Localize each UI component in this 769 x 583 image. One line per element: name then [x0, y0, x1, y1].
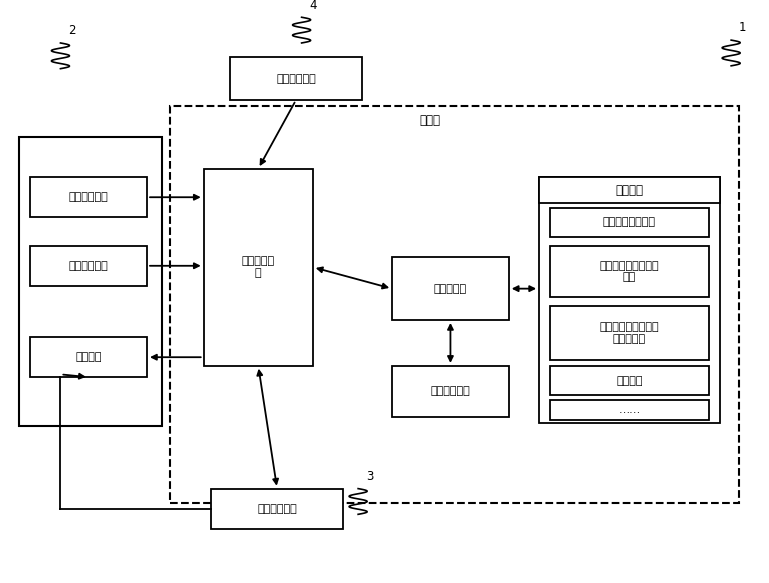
Bar	[392, 257, 509, 320]
Text: 1: 1	[739, 22, 746, 34]
Bar	[230, 57, 362, 100]
Text: 3: 3	[366, 470, 373, 483]
Bar	[30, 246, 147, 286]
Bar	[392, 366, 509, 417]
Text: 云计算模块: 云计算模块	[434, 284, 467, 294]
Bar	[170, 106, 739, 503]
Bar	[30, 177, 147, 217]
Bar	[551, 306, 708, 360]
Text: 电网调度中心: 电网调度中心	[258, 504, 297, 514]
Bar	[204, 168, 313, 366]
Text: ……: ……	[618, 405, 641, 415]
Text: 云平台: 云平台	[419, 114, 440, 127]
Bar	[19, 137, 162, 426]
Text: 数据收发模
块: 数据收发模 块	[241, 257, 275, 278]
Text: 数据存储模块: 数据存储模块	[431, 387, 471, 396]
Bar	[551, 208, 708, 237]
Bar	[539, 177, 720, 423]
Text: 云知识库: 云知识库	[615, 184, 644, 196]
Text: 专家系统: 专家系统	[616, 375, 643, 385]
Bar	[211, 489, 343, 529]
Text: 同类电站历史数据: 同类电站历史数据	[603, 217, 656, 227]
Bar	[539, 177, 720, 203]
Text: 2: 2	[68, 24, 75, 37]
Text: 4: 4	[309, 0, 317, 12]
Text: 运行监测模块: 运行监测模块	[69, 261, 108, 271]
Bar	[30, 337, 147, 377]
Text: 控制模块: 控制模块	[75, 352, 102, 362]
Bar	[551, 246, 708, 297]
Bar	[551, 400, 708, 420]
Text: 环境监测模块: 环境监测模块	[69, 192, 108, 202]
Text: 光伏发电功率预测算
法库: 光伏发电功率预测算 法库	[600, 261, 659, 282]
Text: 气象数据模块: 气象数据模块	[276, 73, 316, 84]
Text: 光伏电站发电功率预
测修正模块: 光伏电站发电功率预 测修正模块	[600, 322, 659, 344]
Bar	[551, 366, 708, 395]
